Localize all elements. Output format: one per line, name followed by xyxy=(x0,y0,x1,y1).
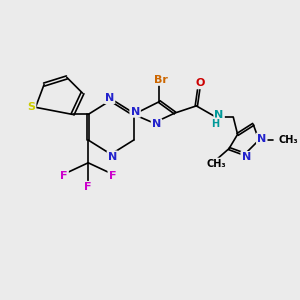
Text: F: F xyxy=(109,171,116,181)
Text: Br: Br xyxy=(154,75,168,85)
Text: N: N xyxy=(214,110,224,120)
Text: F: F xyxy=(84,182,92,192)
Text: N: N xyxy=(105,93,114,103)
Text: N: N xyxy=(257,134,266,144)
Text: H: H xyxy=(211,118,219,128)
Text: S: S xyxy=(27,102,35,112)
Text: N: N xyxy=(130,106,140,117)
Text: F: F xyxy=(60,171,68,181)
Text: CH₃: CH₃ xyxy=(206,159,226,169)
Text: N: N xyxy=(242,152,251,162)
Text: N: N xyxy=(108,152,117,161)
Text: CH₃: CH₃ xyxy=(278,135,298,145)
Text: N: N xyxy=(152,119,161,129)
Text: O: O xyxy=(196,78,205,88)
